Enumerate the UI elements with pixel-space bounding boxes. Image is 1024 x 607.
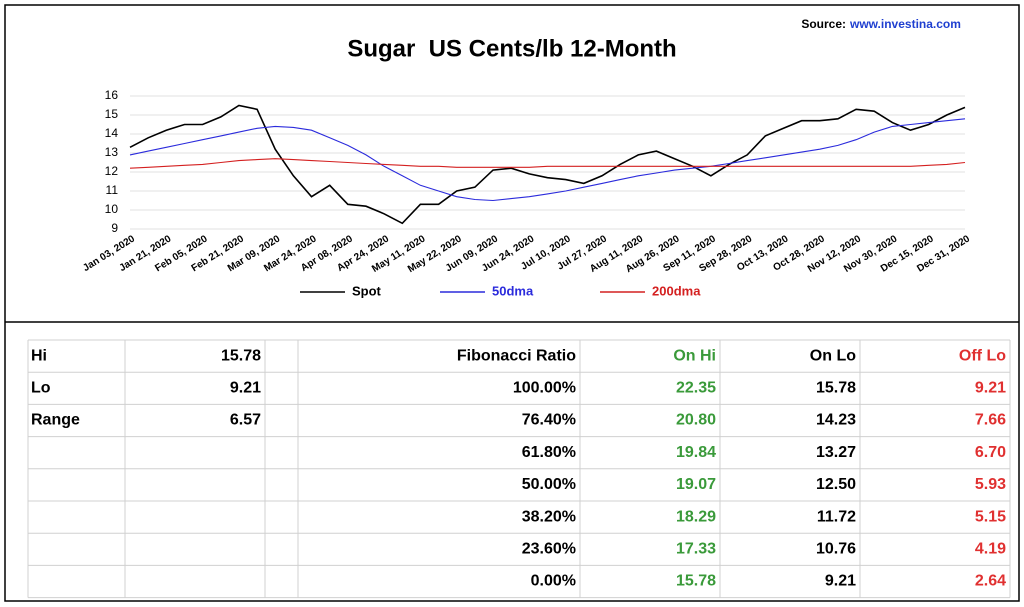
series-line [129,158,966,169]
table-cell: 2.64 [975,573,1006,590]
table-cell: 5.93 [975,476,1006,493]
table-cell: 11.72 [817,508,856,525]
table-cell: 14.23 [816,412,856,429]
legend-label: Spot [352,283,382,298]
series-line [129,104,966,225]
table-cell: 9.21 [825,573,856,590]
table-cell: 0.00% [531,573,576,590]
frame [4,4,1020,602]
table-cell: 15.78 [676,573,716,590]
y-tick-label: 9 [111,221,118,235]
table-cell: 12.50 [816,476,856,493]
column-header: On Lo [810,347,856,364]
legend-label: 200dma [652,283,701,298]
table-cell: 19.07 [676,476,716,493]
summary-label: Hi [31,347,47,364]
y-tick-label: 11 [106,183,119,197]
table-cell: 23.60% [522,541,576,558]
y-tick-label: 15 [105,107,119,121]
y-tick-label: 13 [105,145,119,159]
y-tick-label: 14 [105,126,119,140]
summary-value: 15.78 [221,347,261,364]
table-cell: 20.80 [676,412,716,429]
column-header: On Hi [673,347,716,364]
chart-title: Sugar US Cents/lb 12-Month [347,35,676,62]
table-cell: 22.35 [676,380,716,397]
summary-value: 6.57 [230,412,261,429]
source-link[interactable]: www.investina.com [849,17,961,31]
table-cell: 5.15 [975,508,1006,525]
table-cell: 17.33 [676,541,716,558]
legend-label: 50dma [492,283,534,298]
column-header: Fibonacci Ratio [457,347,576,364]
table-cell: 10.76 [816,541,856,558]
table-cell: 4.19 [975,541,1006,558]
table-cell: 76.40% [522,412,576,429]
table-cell: 50.00% [522,476,576,493]
table-cell: 6.70 [975,444,1006,461]
series-line [129,118,966,202]
summary-label: Range [31,412,80,429]
table-cell: 38.20% [522,508,576,525]
table-cell: 9.21 [975,380,1006,397]
table-cell: 19.84 [676,444,716,461]
source-label: Source: [801,17,846,31]
y-tick-label: 16 [105,88,119,102]
summary-label: Lo [31,380,51,397]
table-cell: 15.78 [816,380,856,397]
table-cell: 61.80% [522,444,576,461]
table-cell: 100.00% [513,380,576,397]
column-header: Off Lo [959,347,1006,364]
table-cell: 7.66 [975,412,1006,429]
y-tick-label: 10 [105,202,119,216]
table-cell: 18.29 [676,508,716,525]
y-tick-label: 12 [105,164,119,178]
summary-value: 9.21 [230,380,261,397]
table-cell: 13.27 [816,444,856,461]
